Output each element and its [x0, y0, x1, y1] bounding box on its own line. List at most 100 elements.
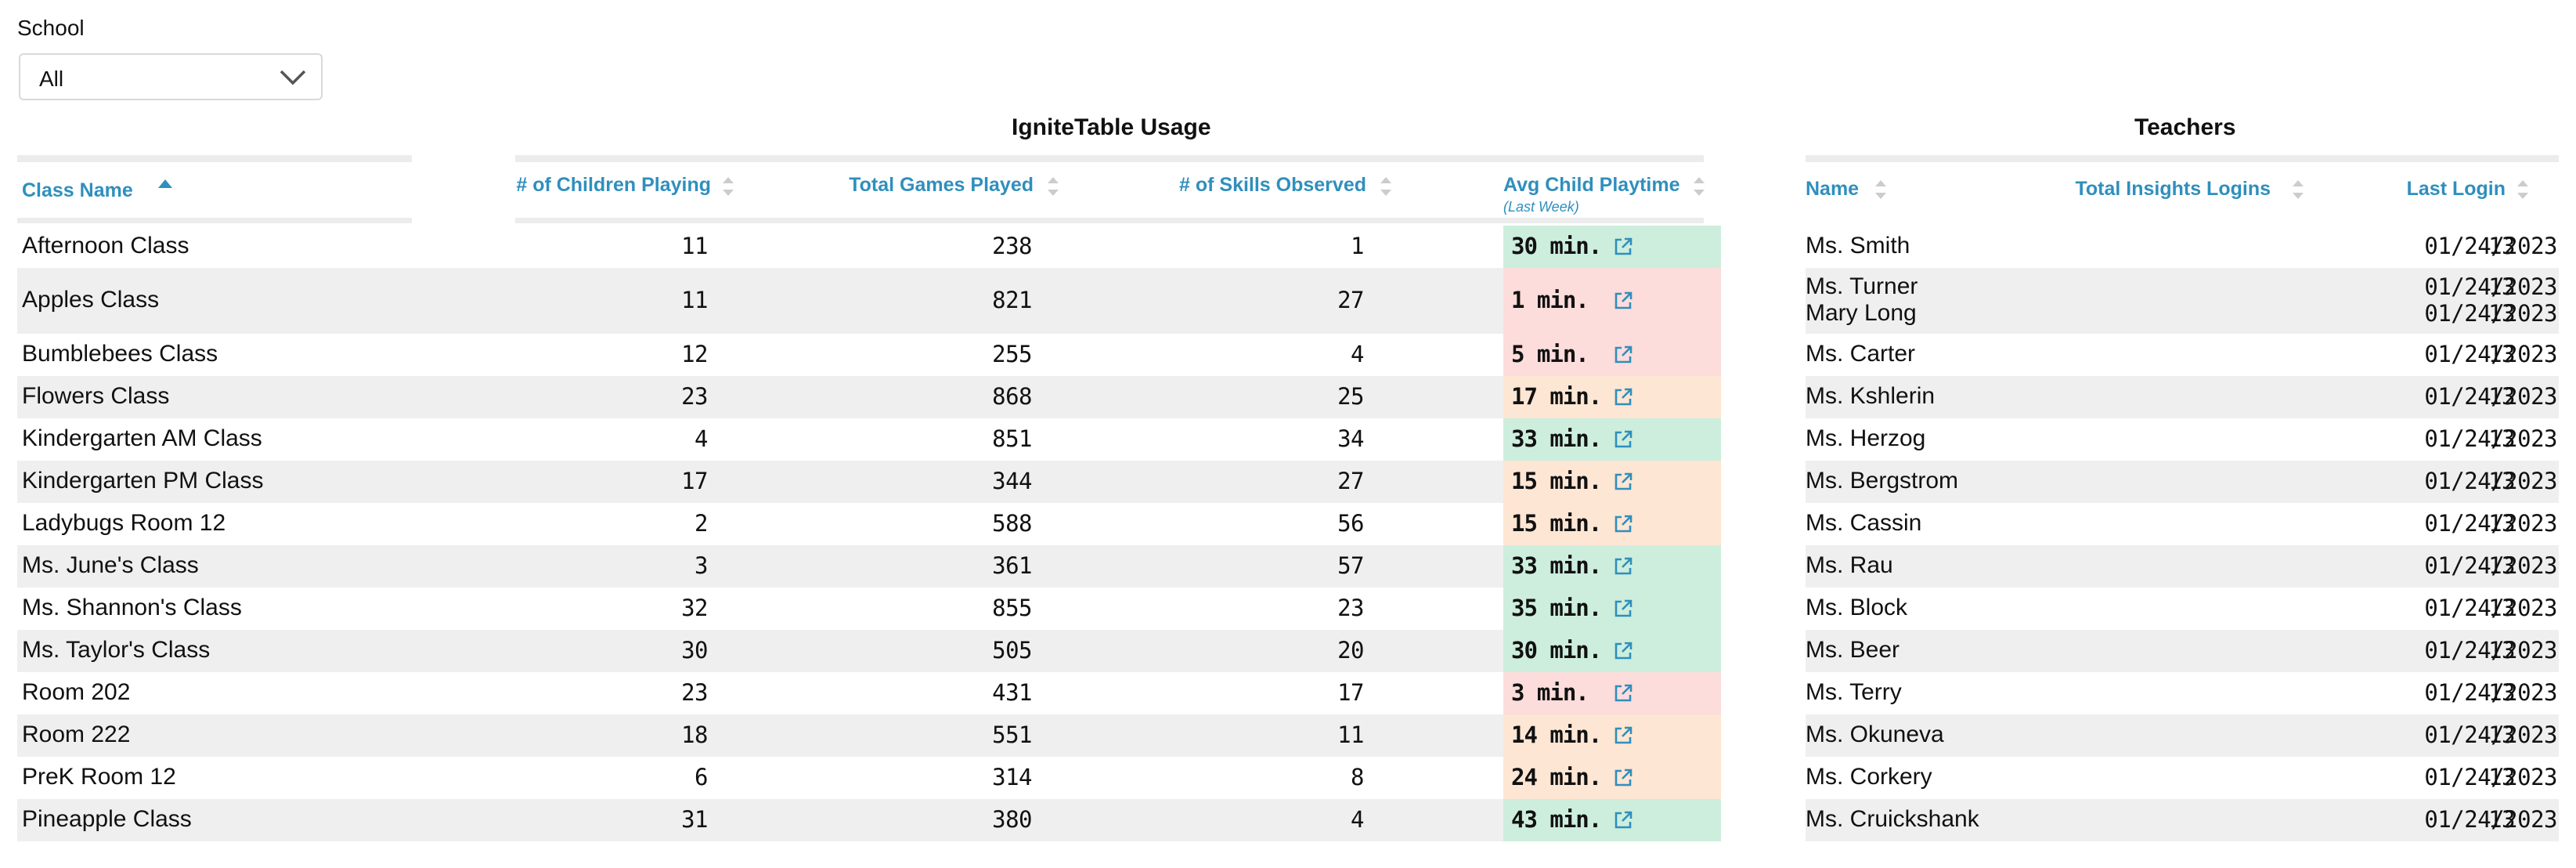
teacher-name-cell: Ms. Kshlerin [1806, 383, 1936, 409]
teachers-table-row: Ms. Kshlerin 13 01/24/2023 [1806, 376, 2559, 418]
skills-observed-cell: 8 [1351, 764, 1364, 790]
children-playing-cell: 2 [695, 510, 708, 537]
external-link-icon[interactable] [1613, 472, 1633, 492]
insights-logins-cell: 13 [2488, 383, 2515, 410]
class-name-cell: Flowers Class [22, 383, 170, 409]
total-games-cell: 380 [992, 806, 1032, 833]
usage-table-row: Ms. Shannon's Class 32 855 23 35 min. [17, 588, 1721, 630]
insights-logins-cell: 13 [2488, 425, 2515, 452]
class-name-cell: Ms. Shannon's Class [22, 595, 242, 620]
insights-logins-cell: 13 [2488, 468, 2515, 494]
external-link-icon[interactable] [1613, 514, 1633, 534]
avg-playtime-cell: 33 min. [1503, 418, 1721, 461]
sort-arrows-icon[interactable] [720, 174, 736, 199]
teacher-name-cell: Ms. Cruickshank [1806, 806, 1979, 832]
avg-playtime-value: 1 min. [1511, 287, 1589, 313]
header-bar-top [17, 155, 412, 162]
external-link-icon[interactable] [1613, 556, 1633, 577]
insights-logins-column-header[interactable]: Total Insights Logins [2075, 178, 2271, 200]
external-link-icon[interactable] [1613, 237, 1633, 257]
avg-playtime-value: 30 min. [1511, 233, 1602, 259]
usage-section-title: IgniteTable Usage [1012, 114, 1211, 140]
school-select-value: All [39, 67, 64, 91]
teacher-name-cell: Ms. Block [1806, 595, 1908, 620]
avg-playtime-value: 43 min. [1511, 806, 1602, 833]
insights-logins-cell: 13 [2488, 273, 2515, 300]
avg-playtime-cell: 15 min. [1503, 461, 1721, 503]
avg-playtime-column-header[interactable]: Avg Child Playtime [1503, 174, 1680, 196]
skills-observed-cell: 11 [1337, 722, 1364, 748]
sort-arrows-icon[interactable] [1873, 177, 1889, 202]
sort-arrows-icon[interactable] [2290, 177, 2306, 202]
teacher-name-cell: Ms. Terry [1806, 679, 1902, 705]
class-name-cell: Ladybugs Room 12 [22, 510, 226, 536]
last-login-column-header[interactable]: Last Login [2406, 178, 2506, 200]
sort-arrows-icon[interactable] [2515, 177, 2531, 202]
avg-playtime-value: 33 min. [1511, 425, 1602, 452]
avg-playtime-cell: 3 min. [1503, 672, 1721, 714]
class-name-column-header[interactable]: Class Name [22, 179, 133, 201]
sort-arrows-icon[interactable] [1691, 174, 1707, 199]
teacher-name-column-header[interactable]: Name [1806, 178, 1860, 200]
total-games-cell: 868 [992, 383, 1032, 410]
external-link-icon[interactable] [1613, 291, 1633, 311]
total-games-cell: 361 [992, 552, 1032, 579]
skills-observed-cell: 4 [1351, 806, 1364, 833]
avg-playtime-value: 17 min. [1511, 383, 1602, 410]
avg-playtime-value: 15 min. [1511, 510, 1602, 537]
external-link-icon[interactable] [1613, 768, 1633, 788]
children-playing-cell: 4 [695, 425, 708, 452]
last-login-cell: 01/24/2023 [2424, 383, 2557, 410]
class-name-cell: Kindergarten AM Class [22, 425, 262, 451]
chevron-down-icon [280, 70, 306, 85]
total-games-column-header[interactable]: Total Games Played [849, 174, 1034, 196]
school-select[interactable]: All [19, 53, 323, 100]
teachers-table-row: Ms. Beer 13 01/24/2023 [1806, 630, 2559, 672]
avg-playtime-value: 3 min. [1511, 679, 1589, 706]
total-games-cell: 851 [992, 425, 1032, 452]
external-link-icon[interactable] [1613, 725, 1633, 746]
sort-arrows-icon[interactable] [1045, 174, 1061, 199]
teacher-name-cell: Ms. Beer [1806, 637, 1900, 663]
external-link-icon[interactable] [1613, 345, 1633, 365]
skills-observed-cell: 34 [1337, 425, 1364, 452]
total-games-cell: 238 [992, 233, 1032, 259]
avg-playtime-cell: 14 min. [1503, 714, 1721, 757]
skills-observed-cell: 25 [1337, 383, 1364, 410]
external-link-icon[interactable] [1613, 683, 1633, 703]
insights-logins-cell: 13 [2488, 637, 2515, 664]
children-playing-column-header[interactable]: # of Children Playing [516, 174, 711, 196]
avg-playtime-cell: 35 min. [1503, 588, 1721, 630]
class-name-cell: Bumblebees Class [22, 341, 218, 367]
avg-playtime-cell: 1 min. [1503, 268, 1721, 334]
children-playing-cell: 31 [681, 806, 708, 833]
last-login-cell: 01/24/2023 [2424, 595, 2557, 621]
total-games-cell: 505 [992, 637, 1032, 664]
external-link-icon[interactable] [1613, 599, 1633, 619]
last-login-cell: 01/24/2023 [2424, 637, 2557, 664]
last-login-cell: 01/24/2023 [2424, 300, 2557, 327]
external-link-icon[interactable] [1613, 641, 1633, 661]
external-link-icon[interactable] [1613, 810, 1633, 830]
children-playing-cell: 6 [695, 764, 708, 790]
external-link-icon[interactable] [1613, 429, 1633, 450]
skills-observed-cell: 4 [1351, 341, 1364, 367]
avg-playtime-cell: 30 min. [1503, 226, 1721, 268]
class-name-cell: Apples Class [22, 287, 160, 313]
total-games-cell: 255 [992, 341, 1032, 367]
skills-observed-column-header[interactable]: # of Skills Observed [1179, 174, 1366, 196]
header-bar-bottom [17, 218, 412, 223]
external-link-icon[interactable] [1613, 387, 1633, 407]
insights-logins-cell: 13 [2488, 806, 2515, 833]
teachers-table-row: Ms. Terry 13 01/24/2023 [1806, 672, 2559, 714]
last-login-cell: 01/24/2023 [2424, 806, 2557, 833]
children-playing-cell: 30 [681, 637, 708, 664]
total-games-cell: 821 [992, 287, 1032, 313]
class-name-cell: Ms. June's Class [22, 552, 199, 578]
sort-ascending-icon[interactable] [157, 177, 174, 190]
total-games-cell: 855 [992, 595, 1032, 621]
sort-arrows-icon[interactable] [1378, 174, 1394, 199]
skills-observed-cell: 57 [1337, 552, 1364, 579]
insights-logins-cell: 13 [2488, 510, 2515, 537]
usage-table-row: Apples Class 11 821 27 1 min. [17, 268, 1721, 334]
